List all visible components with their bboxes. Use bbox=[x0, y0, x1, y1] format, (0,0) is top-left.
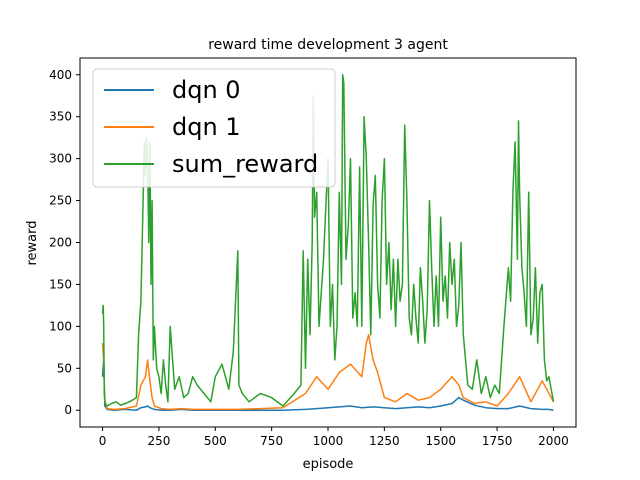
x-tick-label: 2000 bbox=[538, 434, 569, 448]
y-axis: 0 50 100 150 200 250 300 350 400 bbox=[49, 68, 80, 417]
x-tick-label: 1000 bbox=[313, 434, 344, 448]
y-tick-label: 150 bbox=[49, 277, 72, 291]
x-tick-label: 250 bbox=[147, 434, 170, 448]
series-line-1 bbox=[101, 334, 555, 411]
y-tick-label: 300 bbox=[49, 152, 72, 166]
legend-label-1: dqn 1 bbox=[172, 113, 241, 141]
x-tick-label: 750 bbox=[260, 434, 283, 448]
y-tick-label: 100 bbox=[49, 319, 72, 333]
y-tick-label: 400 bbox=[49, 68, 72, 82]
y-axis-label: reward bbox=[25, 220, 40, 265]
x-tick-label: 0 bbox=[99, 434, 107, 448]
legend-label-2: sum_reward bbox=[172, 150, 318, 178]
legend-label-0: dqn 0 bbox=[172, 76, 241, 104]
legend: dqn 0 dqn 1 sum_reward bbox=[92, 68, 336, 188]
x-tick-label: 1250 bbox=[369, 434, 400, 448]
x-tick-label: 1750 bbox=[482, 434, 513, 448]
series-line-2 bbox=[101, 74, 555, 407]
series-layer bbox=[101, 74, 555, 411]
x-axis: 0 250 500 750 1000 1250 1500 1750 2000 bbox=[99, 427, 569, 448]
y-tick-label: 200 bbox=[49, 236, 72, 250]
y-tick-label: 250 bbox=[49, 194, 72, 208]
series-line-0 bbox=[101, 359, 554, 411]
chart-title: reward time development 3 agent bbox=[208, 37, 448, 53]
y-tick-label: 0 bbox=[64, 403, 72, 417]
y-tick-label: 350 bbox=[49, 110, 72, 124]
x-axis-label: episode bbox=[303, 457, 354, 472]
x-tick-label: 1500 bbox=[425, 434, 456, 448]
x-tick-label: 500 bbox=[204, 434, 227, 448]
y-tick-label: 50 bbox=[57, 361, 72, 375]
legend-box bbox=[92, 68, 336, 188]
